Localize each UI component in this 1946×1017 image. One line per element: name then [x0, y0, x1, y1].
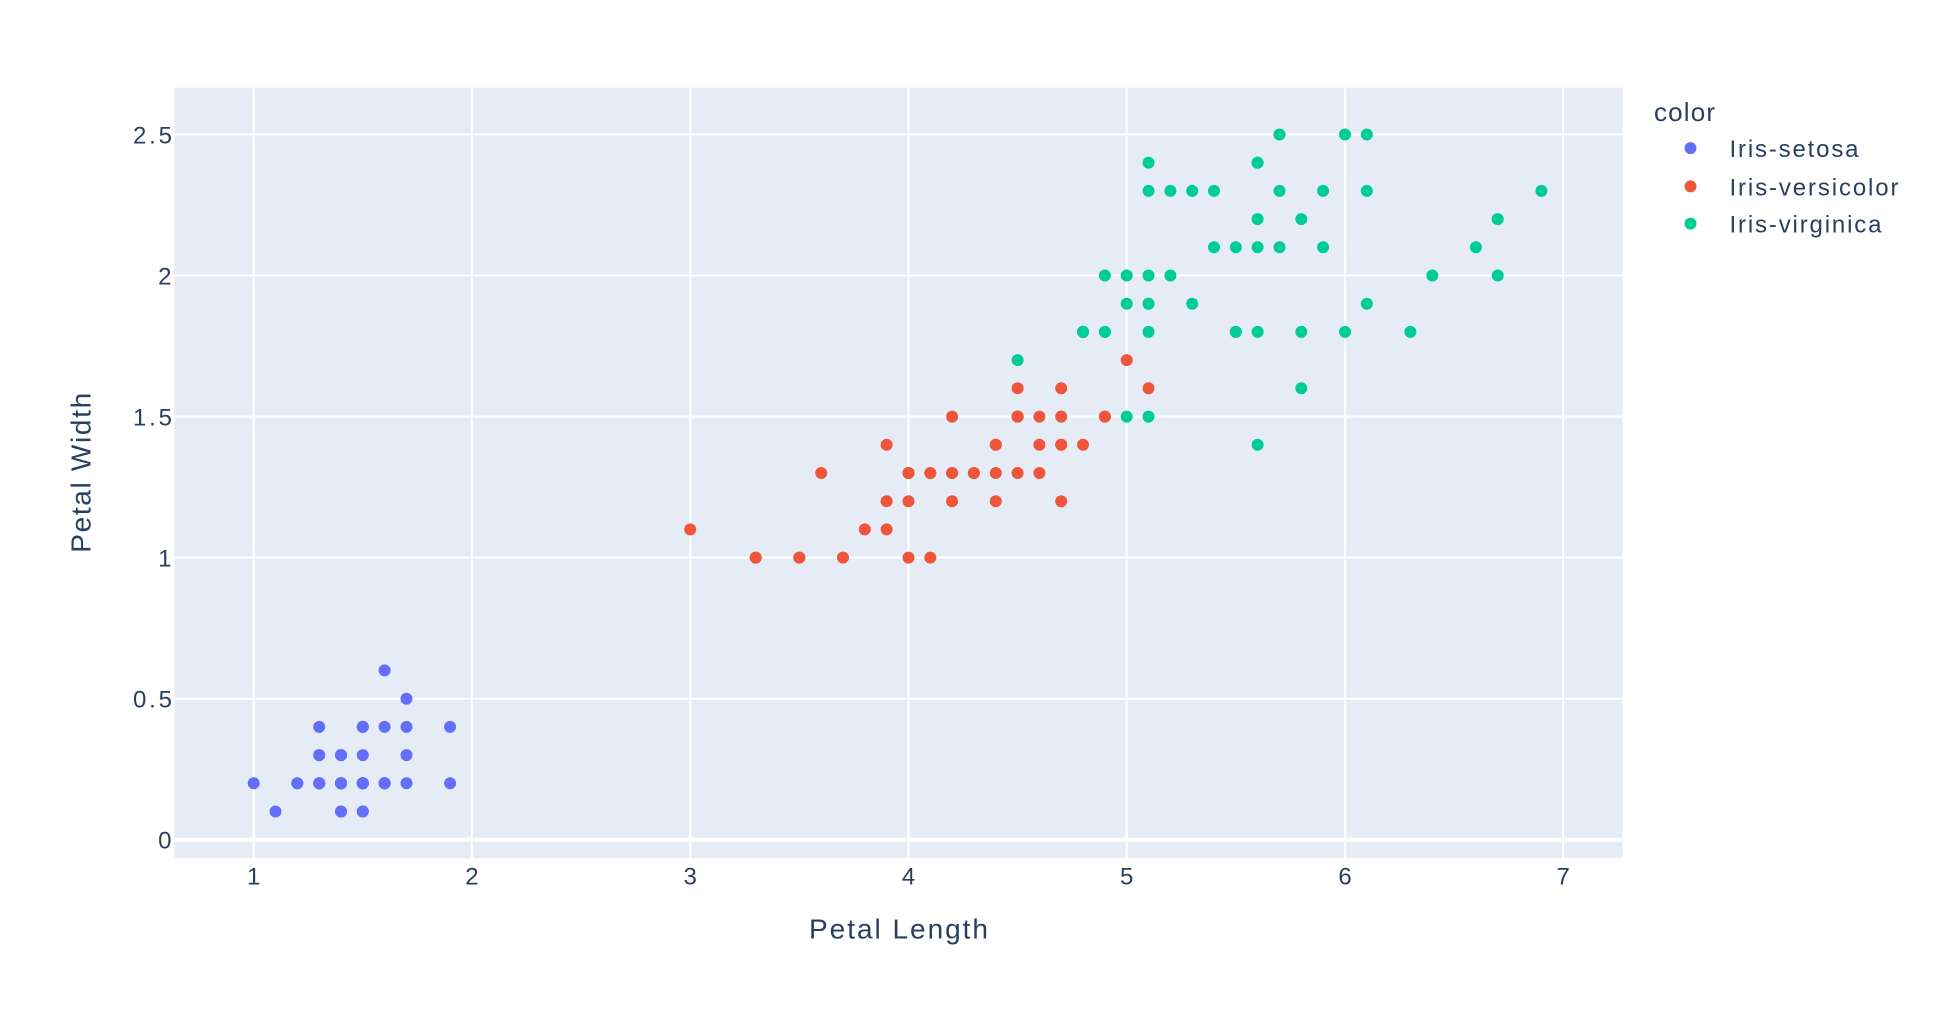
svg-text:1: 1 — [158, 546, 171, 573]
svg-text:2.5: 2.5 — [133, 123, 172, 150]
svg-text:2: 2 — [465, 864, 478, 891]
svg-text:7: 7 — [1557, 864, 1570, 891]
svg-text:2: 2 — [158, 264, 171, 291]
svg-text:0.5: 0.5 — [133, 687, 172, 714]
svg-text:6: 6 — [1338, 864, 1351, 891]
svg-text:color: color — [1654, 97, 1715, 127]
svg-text:Iris-versicolor: Iris-versicolor — [1730, 174, 1899, 201]
svg-text:1: 1 — [247, 864, 260, 891]
svg-text:Iris-setosa: Iris-setosa — [1730, 136, 1860, 163]
svg-text:0: 0 — [158, 828, 171, 855]
svg-text:1.5: 1.5 — [133, 405, 172, 432]
svg-text:3: 3 — [684, 864, 697, 891]
svg-text:Iris-virginica: Iris-virginica — [1730, 212, 1883, 239]
svg-text:4: 4 — [902, 864, 915, 891]
svg-text:5: 5 — [1120, 864, 1133, 891]
svg-text:Petal Length: Petal Length — [809, 914, 988, 945]
svg-text:Petal Width: Petal Width — [66, 393, 97, 553]
